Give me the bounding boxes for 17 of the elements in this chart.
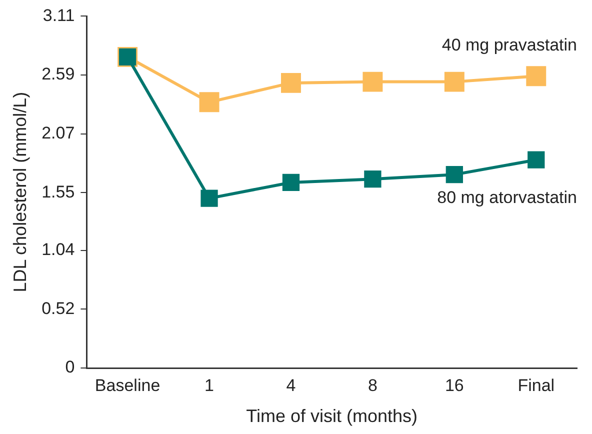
series-label: 40 mg pravastatin: [442, 35, 577, 54]
x-tick-label: Baseline: [94, 376, 160, 395]
x-tick-label: 1: [204, 376, 214, 395]
x-tick-label: 8: [368, 376, 378, 395]
y-tick-label: 0: [65, 358, 75, 377]
series-label: 80 mg atorvastatin: [437, 188, 577, 208]
y-tick-label: 2.07: [42, 124, 75, 143]
x-tick-label: 16: [444, 376, 464, 395]
y-axis-title: LDL cholesterol (mmol/L): [10, 92, 30, 292]
x-axis-title: Time of visit (months): [246, 406, 418, 426]
y-tick-label: 0.52: [42, 298, 75, 318]
x-tick-label: Final: [518, 376, 555, 395]
x-tick-label: 4: [286, 376, 296, 395]
y-tick-label: 2.59: [42, 64, 75, 84]
y-tick-label: 1.55: [42, 182, 75, 202]
y-tick-label: 1.04: [42, 240, 75, 260]
y-tick-label: 3.11: [42, 6, 75, 25]
